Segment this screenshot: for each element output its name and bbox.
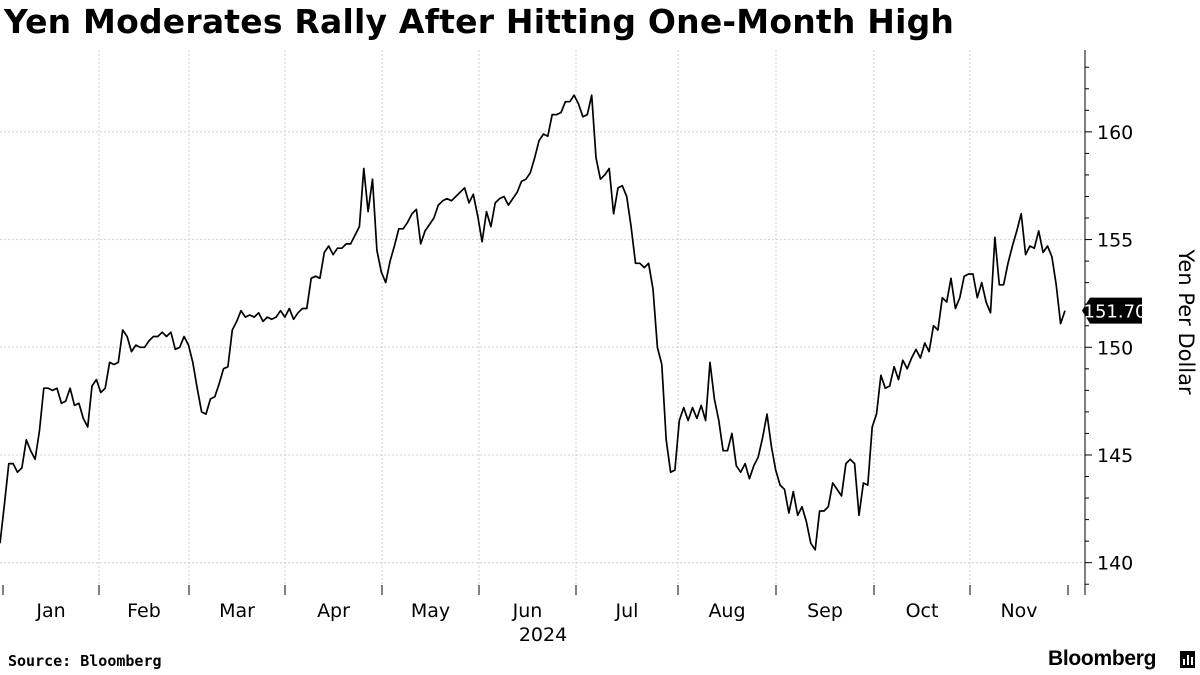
y-axis-labels: 140 145 150 155 160 bbox=[1097, 122, 1133, 575]
y-axis-title: Yen Per Dollar bbox=[1174, 248, 1198, 395]
source-note: Source: Bloomberg bbox=[8, 652, 162, 670]
x-tick-label: Apr bbox=[317, 600, 350, 622]
vertical-gridlines bbox=[98, 50, 971, 595]
chart-title: Yen Moderates Rally After Hitting One-Mo… bbox=[4, 2, 955, 41]
last-value-badge: 151.70 bbox=[1082, 297, 1147, 324]
bloomberg-logo: Bloomberg bbox=[1048, 647, 1157, 670]
bloomberg-terminal-icon bbox=[1180, 651, 1195, 668]
last-value-badge-bg bbox=[1082, 297, 1142, 324]
x-tick-label: May bbox=[411, 600, 450, 622]
x-axis-year-label: 2024 bbox=[519, 624, 567, 646]
x-tick-label: Jun bbox=[512, 600, 543, 622]
y-tick-label: 155 bbox=[1097, 230, 1133, 252]
y-tick-label: 150 bbox=[1097, 337, 1133, 359]
x-axis-labels: Jan Feb Mar Apr May Jun Jul Aug Sep Oct Nov bbox=[35, 600, 1037, 622]
series-line bbox=[0, 94, 1066, 551]
x-tick-label: Aug bbox=[708, 600, 745, 622]
x-tick-label: Oct bbox=[906, 600, 939, 622]
x-tick-label: Nov bbox=[1000, 600, 1037, 622]
x-tick-label: Jul bbox=[615, 600, 639, 622]
y-tick-label: 145 bbox=[1097, 445, 1133, 467]
last-value-label: 151.70 bbox=[1084, 302, 1147, 323]
axis-ticks bbox=[2, 66, 1092, 595]
y-tick-label: 140 bbox=[1097, 553, 1133, 575]
horizontal-gridlines bbox=[0, 131, 1085, 564]
x-tick-label: Mar bbox=[219, 600, 255, 622]
y-tick-label: 160 bbox=[1097, 122, 1133, 144]
x-tick-label: Feb bbox=[127, 600, 161, 622]
x-tick-label: Sep bbox=[807, 600, 843, 622]
x-tick-label: Jan bbox=[35, 600, 65, 622]
